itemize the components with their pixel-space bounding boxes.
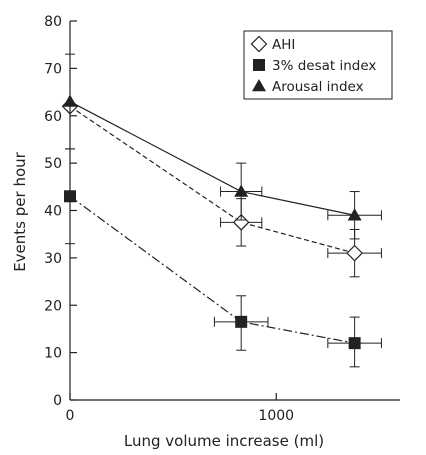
y-tick-label: 70	[44, 61, 62, 77]
plot-area	[61, 53, 382, 368]
data-point	[348, 337, 361, 350]
data-point	[346, 244, 363, 262]
x-axis-title: Lung volume increase (ml)	[124, 432, 324, 450]
y-tick-label: 80	[44, 14, 62, 30]
y-tick-label: 20	[44, 298, 62, 314]
y-axis-title: Events per hour	[11, 151, 29, 271]
x-tick-label: 1000	[258, 408, 294, 424]
data-point	[235, 315, 248, 328]
legend-label: Arousal index	[272, 79, 364, 95]
series-line	[69, 101, 355, 216]
y-tick-label: 60	[44, 109, 62, 125]
axis-ticks: 0 10 20 30 40 50 60 70 80 0 1000	[44, 14, 294, 424]
legend-box	[243, 30, 393, 100]
y-tick-label: 40	[44, 204, 62, 220]
y-tick-label: 0	[53, 393, 62, 409]
legend: AHI 3% desat index Arousal index	[243, 30, 393, 100]
legend-marker	[250, 35, 268, 53]
data-point	[347, 208, 362, 221]
y-tick-label: 30	[44, 251, 62, 267]
y-tick-label: 10	[44, 346, 62, 362]
x-tick-label: 0	[66, 408, 75, 424]
series-arousal-index	[63, 53, 382, 240]
legend-marker	[253, 59, 265, 71]
series-line	[69, 195, 355, 344]
legend-label: 3% desat index	[272, 58, 376, 74]
data-point	[234, 184, 249, 197]
series-line	[69, 105, 355, 254]
legend-marker	[252, 79, 266, 92]
series-ahi	[61, 97, 382, 278]
legend-label: AHI	[272, 37, 295, 53]
y-tick-label: 50	[44, 156, 62, 172]
